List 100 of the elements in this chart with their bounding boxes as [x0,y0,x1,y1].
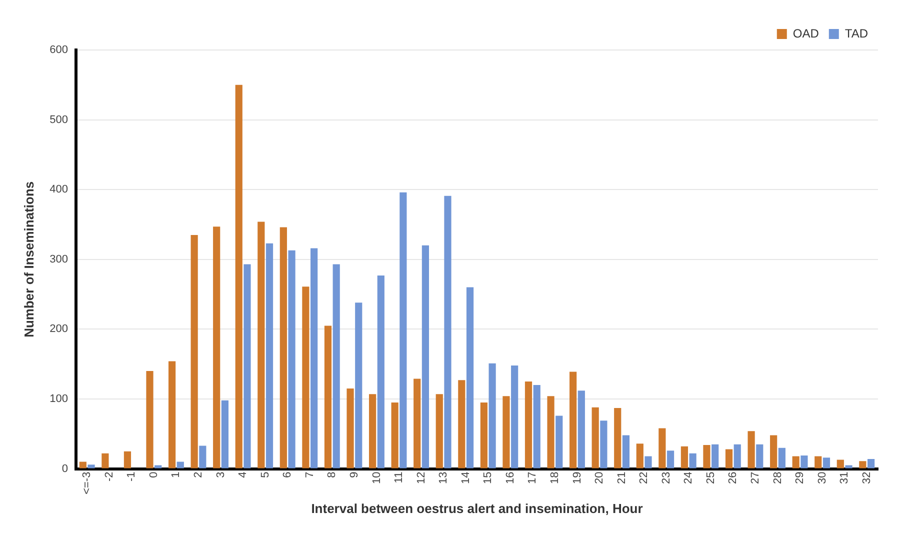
bar [636,444,644,468]
bar [800,456,808,468]
y-axis-title: Number of Inseminations [21,181,36,338]
x-tick-label: 16 [504,472,516,484]
x-tick-label: -1 [126,472,138,482]
bar [533,385,540,468]
x-tick-label: 12 [415,472,428,484]
x-tick-label: 26 [727,472,740,484]
x-tick-label: 28 [772,472,784,484]
bar [770,435,778,468]
x-tick-label: 27 [749,472,762,484]
x-tick-label: 8 [326,472,338,478]
bar [332,264,340,468]
x-tick-label: 15 [482,472,494,484]
bar [280,227,287,468]
bar [302,286,310,468]
bar [444,196,452,468]
y-tick-label: 200 [50,323,68,336]
bar [792,456,800,468]
bar [658,428,666,468]
bar [680,446,688,468]
bar [168,361,176,468]
bar [235,84,242,468]
x-tick-label: 0 [148,472,160,478]
bar [867,459,875,468]
bar [154,465,162,468]
bar [368,394,376,468]
bar [346,388,354,468]
x-tick-label: 3 [214,472,227,478]
bar [422,245,430,468]
x-tick-label: 10 [370,472,383,484]
x-tick-label: 2 [192,472,205,478]
x-tick-label: 21 [616,472,628,484]
bar [814,456,822,468]
bar [556,416,563,468]
bar [199,446,206,468]
bar [466,287,474,468]
x-tick-label: 9 [348,472,360,478]
bar [756,444,764,468]
x-tick-label: 5 [259,472,272,478]
bar [244,264,251,468]
bar [511,365,518,468]
y-tick-label: 300 [50,253,68,266]
x-tick-label: 4 [237,472,250,478]
x-tick-label: 22 [638,472,650,484]
bar [644,456,652,468]
x-tick-label: 32 [860,472,873,484]
bar [221,400,228,468]
x-tick-label: 30 [816,472,828,484]
bar [600,420,608,468]
x-tick-label: 31 [838,472,851,484]
x-tick-label: 6 [282,472,294,478]
y-tick-label: 100 [50,393,68,406]
x-tick-label: 24 [682,472,695,484]
x-tick-label: 13 [438,472,450,484]
bar [79,462,86,468]
bar [102,453,109,468]
bar [355,302,362,468]
x-tick-label: -2 [103,472,116,482]
bar [748,431,755,468]
bar [190,234,198,468]
y-tick-label: 500 [50,114,68,126]
y-tick-label: 600 [50,44,68,56]
x-tick-label: 19 [571,472,584,484]
bar [524,382,532,468]
x-tick-label: 29 [794,472,806,484]
bar [436,394,443,468]
bar [258,222,265,468]
x-tick-label: 20 [594,472,606,484]
bar [570,372,577,468]
x-tick-label: 17 [526,472,539,484]
x-tick-label: 18 [548,472,561,484]
x-tick-label: 1 [170,472,182,478]
y-tick-label: 400 [50,184,68,196]
bar [146,371,154,468]
x-tick-label: 11 [393,472,406,484]
bar [712,444,719,468]
x-tick-label: 14 [460,472,472,484]
bar [310,248,318,468]
bar [614,408,622,468]
x-tick-label: 25 [704,472,717,484]
bar [176,462,184,468]
x-tick-label: 23 [660,472,672,484]
bar [734,444,741,468]
bar [391,402,398,468]
x-axis-title: Interval between oestrus alert and insemination, Hour [311,500,643,516]
bar [836,460,844,468]
bar [703,445,710,468]
bar [666,450,674,468]
bar [488,363,496,468]
bar [778,448,786,468]
legend-label: OAD [792,26,820,40]
bar [324,326,332,468]
bar [592,407,599,468]
bar [458,380,466,468]
bar [822,458,830,468]
bar [502,396,510,468]
bar [547,396,554,468]
x-tick-label: <=-3 [81,472,94,494]
bar [622,435,630,468]
